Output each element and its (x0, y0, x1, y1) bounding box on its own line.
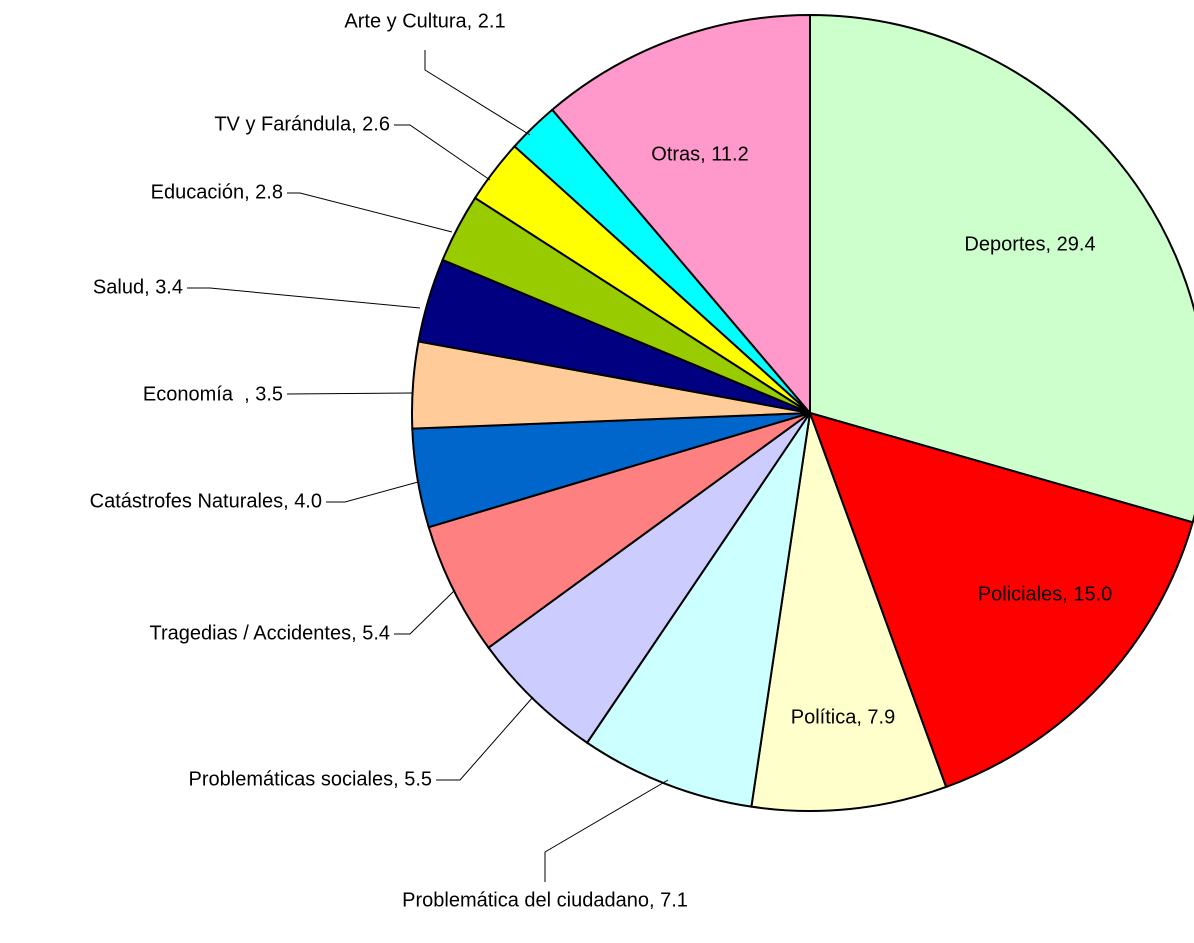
slice-label: Arte y Cultura, 2.1 (344, 10, 505, 32)
leader-line (287, 192, 453, 233)
slice-label: Educación, 2.8 (151, 181, 283, 203)
leader-line (394, 589, 456, 635)
pie-slice (487, 412, 811, 745)
slice-label: Economía , 3.5 (143, 383, 283, 405)
pie-slice (750, 412, 948, 812)
slice-label: Política, 7.9 (791, 706, 896, 728)
leader-line (187, 287, 421, 309)
leader-line (394, 124, 491, 181)
slice-label: Tragedias / Accidentes, 5.4 (149, 622, 390, 644)
leader-line (544, 779, 669, 882)
pie-slice (550, 13, 811, 416)
slice-label: Problemáticas sociales, 5.5 (189, 768, 432, 790)
pie-slice (427, 412, 811, 650)
slice-label: Policiales, 15.0 (978, 583, 1113, 605)
leader-line (286, 392, 414, 395)
slice-label: Catástrofes Naturales, 4.0 (90, 490, 322, 512)
leader-line (326, 481, 419, 503)
slice-label: Problemática del ciudadano, 7.1 (402, 889, 688, 911)
slice-label: Otras, 11.2 (651, 143, 748, 165)
slice-label: Deportes, 29.4 (964, 233, 1095, 255)
pie-slice (585, 412, 811, 808)
pie-slice (809, 13, 1194, 524)
leader-line (424, 50, 531, 136)
slice-label: TV y Farándula, 2.6 (214, 113, 390, 135)
leader-line (436, 696, 534, 781)
slice-label: Salud, 3.4 (93, 276, 183, 298)
pie-slice (808, 411, 1194, 789)
